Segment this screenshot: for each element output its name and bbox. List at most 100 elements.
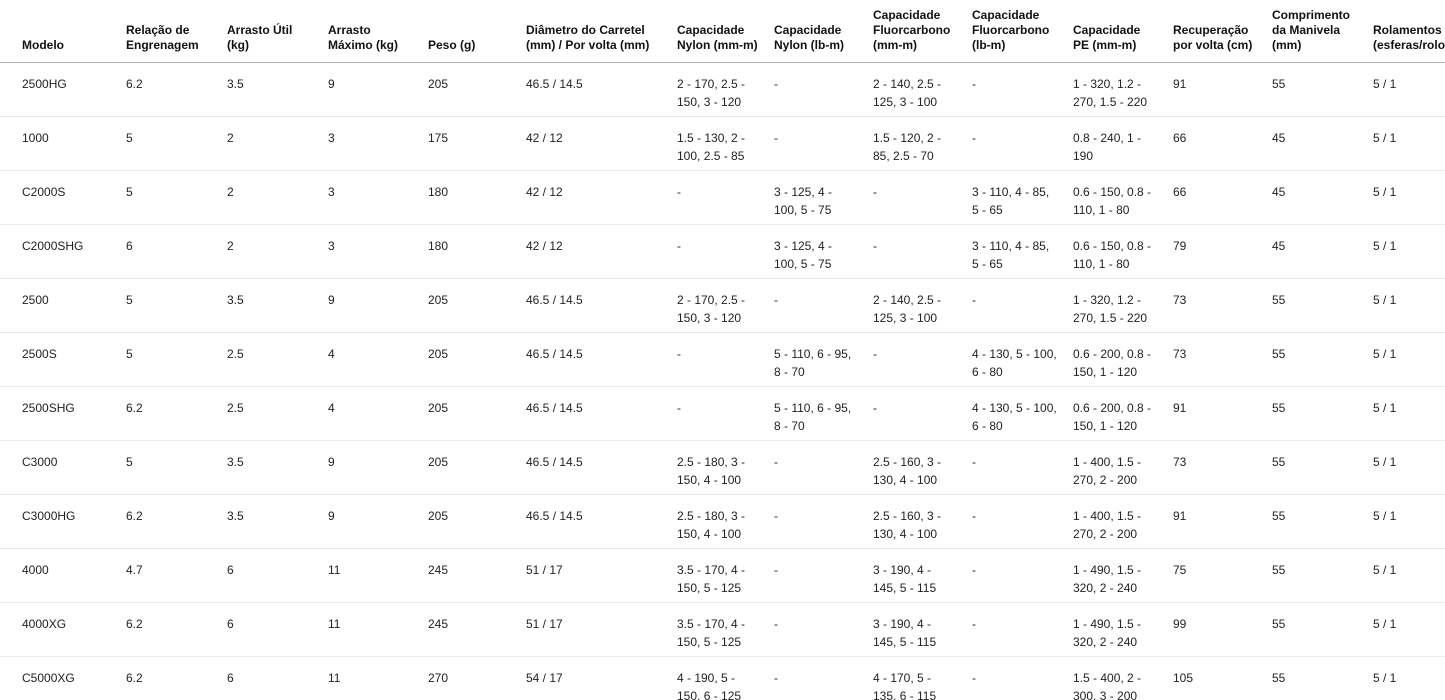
cell-cap-pe: 1 - 400, 1.5 - 270, 2 - 200 — [1072, 494, 1172, 549]
column-header-drag-util: Arrasto Útil (kg) — [226, 0, 327, 63]
table-body: 2500HG 6.2 3.5 9 205 46.5 / 14.5 2 - 170, 2.5 … — [0, 62, 1445, 700]
cell-drag-util: 3.5 — [226, 494, 327, 549]
cell-model: 2500S — [0, 332, 125, 387]
cell-model: C2000S — [0, 170, 125, 225]
cell-recovery: 73 — [1172, 440, 1271, 495]
cell-cap-fluor-mm: - — [872, 224, 971, 279]
cell-drag-util: 2 — [226, 224, 327, 279]
cell-cap-fluor-mm: - — [872, 332, 971, 387]
cell-cap-nylon-lb: 3 - 125, 4 - 100, 5 - 75 — [773, 170, 872, 225]
cell-handle-length: 55 — [1271, 548, 1372, 603]
cell-cap-nylon-lb: 5 - 110, 6 - 95, 8 - 70 — [773, 386, 872, 441]
cell-cap-pe: 1 - 320, 1.2 - 270, 1.5 - 220 — [1072, 62, 1172, 117]
cell-bearings: 5 / 1 — [1372, 170, 1445, 225]
cell-handle-length: 55 — [1271, 278, 1372, 333]
cell-spool-diameter: 46.5 / 14.5 — [525, 386, 676, 441]
header-row: Modelo Relação de Engrenagem Arrasto Útil … — [0, 0, 1445, 63]
cell-cap-fluor-lb: - — [971, 278, 1072, 333]
column-header-drag-max: Arrasto Máximo (kg) — [327, 0, 427, 63]
cell-drag-util: 6 — [226, 602, 327, 657]
column-header-cap-pe: Capacidade PE (mm-m) — [1072, 0, 1172, 63]
cell-model: 2500HG — [0, 62, 125, 117]
cell-model: C5000XG — [0, 656, 125, 700]
cell-cap-nylon-mm: 2.5 - 180, 3 - 150, 4 - 100 — [676, 440, 773, 495]
cell-weight: 205 — [427, 494, 525, 549]
cell-cap-nylon-lb: - — [773, 548, 872, 603]
cell-weight: 245 — [427, 602, 525, 657]
cell-handle-length: 55 — [1271, 332, 1372, 387]
cell-recovery: 91 — [1172, 62, 1271, 117]
cell-drag-util: 6 — [226, 548, 327, 603]
cell-cap-nylon-lb: - — [773, 116, 872, 171]
cell-cap-fluor-lb: 3 - 110, 4 - 85, 5 - 65 — [971, 170, 1072, 225]
cell-handle-length: 55 — [1271, 656, 1372, 700]
cell-cap-nylon-mm: 2 - 170, 2.5 - 150, 3 - 120 — [676, 278, 773, 333]
cell-drag-max: 11 — [327, 548, 427, 603]
cell-recovery: 73 — [1172, 278, 1271, 333]
cell-cap-nylon-mm: 3.5 - 170, 4 - 150, 5 - 125 — [676, 602, 773, 657]
column-header-model: Modelo — [0, 0, 125, 63]
cell-drag-util: 3.5 — [226, 278, 327, 333]
table-row: C3000 5 3.5 9 205 46.5 / 14.5 2.5 - 180, 3 - 1… — [0, 440, 1445, 495]
cell-drag-util: 2.5 — [226, 332, 327, 387]
cell-cap-fluor-mm: - — [872, 386, 971, 441]
cell-drag-util: 2 — [226, 170, 327, 225]
cell-cap-nylon-mm: 4 - 190, 5 - 150, 6 - 125 — [676, 656, 773, 700]
cell-cap-nylon-lb: - — [773, 494, 872, 549]
cell-gear-ratio: 6 — [125, 224, 226, 279]
cell-model: 2500 — [0, 278, 125, 333]
cell-handle-length: 55 — [1271, 494, 1372, 549]
cell-cap-fluor-lb: - — [971, 494, 1072, 549]
cell-spool-diameter: 51 / 17 — [525, 548, 676, 603]
cell-gear-ratio: 5 — [125, 440, 226, 495]
table-row: 2500 5 3.5 9 205 46.5 / 14.5 2 - 170, 2.5 - 15… — [0, 278, 1445, 333]
cell-drag-util: 6 — [226, 656, 327, 700]
cell-model: 1000 — [0, 116, 125, 171]
cell-cap-pe: 1 - 320, 1.2 - 270, 1.5 - 220 — [1072, 278, 1172, 333]
cell-recovery: 66 — [1172, 116, 1271, 171]
cell-cap-nylon-lb: - — [773, 656, 872, 700]
cell-handle-length: 55 — [1271, 602, 1372, 657]
cell-spool-diameter: 42 / 12 — [525, 116, 676, 171]
cell-weight: 175 — [427, 116, 525, 171]
cell-handle-length: 45 — [1271, 170, 1372, 225]
cell-weight: 245 — [427, 548, 525, 603]
column-header-spool-diameter: Diâmetro do Carretel (mm) / Por volta (m… — [525, 0, 676, 63]
cell-gear-ratio: 6.2 — [125, 62, 226, 117]
cell-gear-ratio: 5 — [125, 170, 226, 225]
column-header-weight: Peso (g) — [427, 0, 525, 63]
cell-drag-max: 3 — [327, 170, 427, 225]
table-row: 2500SHG 6.2 2.5 4 205 46.5 / 14.5-5 - 110, 6 … — [0, 386, 1445, 441]
cell-spool-diameter: 42 / 12 — [525, 224, 676, 279]
column-header-cap-nylon-lb: Capacidade Nylon (lb-m) — [773, 0, 872, 63]
cell-weight: 180 — [427, 170, 525, 225]
table-row: C3000HG 6.2 3.5 9 205 46.5 / 14.5 2.5 - 180, 3… — [0, 494, 1445, 549]
cell-drag-max: 4 — [327, 386, 427, 441]
cell-bearings: 5 / 1 — [1372, 494, 1445, 549]
cell-handle-length: 45 — [1271, 224, 1372, 279]
cell-cap-fluor-lb: - — [971, 656, 1072, 700]
cell-recovery: 79 — [1172, 224, 1271, 279]
cell-gear-ratio: 6.2 — [125, 386, 226, 441]
cell-bearings: 5 / 1 — [1372, 602, 1445, 657]
cell-spool-diameter: 46.5 / 14.5 — [525, 332, 676, 387]
cell-cap-fluor-lb: - — [971, 116, 1072, 171]
table-row: 2500HG 6.2 3.5 9 205 46.5 / 14.5 2 - 170, 2.5 … — [0, 62, 1445, 117]
cell-recovery: 105 — [1172, 656, 1271, 700]
cell-drag-max: 3 — [327, 116, 427, 171]
cell-cap-fluor-lb: 4 - 130, 5 - 100, 6 - 80 — [971, 386, 1072, 441]
cell-cap-nylon-mm: 1.5 - 130, 2 - 100, 2.5 - 85 — [676, 116, 773, 171]
table-row: 4000 4.7 6 11 245 51 / 17 3.5 - 170, 4 - 150, … — [0, 548, 1445, 603]
cell-bearings: 5 / 1 — [1372, 62, 1445, 117]
cell-drag-max: 4 — [327, 332, 427, 387]
cell-cap-fluor-lb: - — [971, 602, 1072, 657]
column-header-recovery: Recuperação por volta (cm) — [1172, 0, 1271, 63]
cell-cap-fluor-mm: 3 - 190, 4 - 145, 5 - 115 — [872, 602, 971, 657]
cell-cap-fluor-lb: - — [971, 440, 1072, 495]
cell-cap-nylon-mm: 2.5 - 180, 3 - 150, 4 - 100 — [676, 494, 773, 549]
cell-spool-diameter: 46.5 / 14.5 — [525, 494, 676, 549]
cell-spool-diameter: 46.5 / 14.5 — [525, 62, 676, 117]
column-header-cap-nylon-mm: Capacidade Nylon (mm-m) — [676, 0, 773, 63]
cell-model: C3000 — [0, 440, 125, 495]
